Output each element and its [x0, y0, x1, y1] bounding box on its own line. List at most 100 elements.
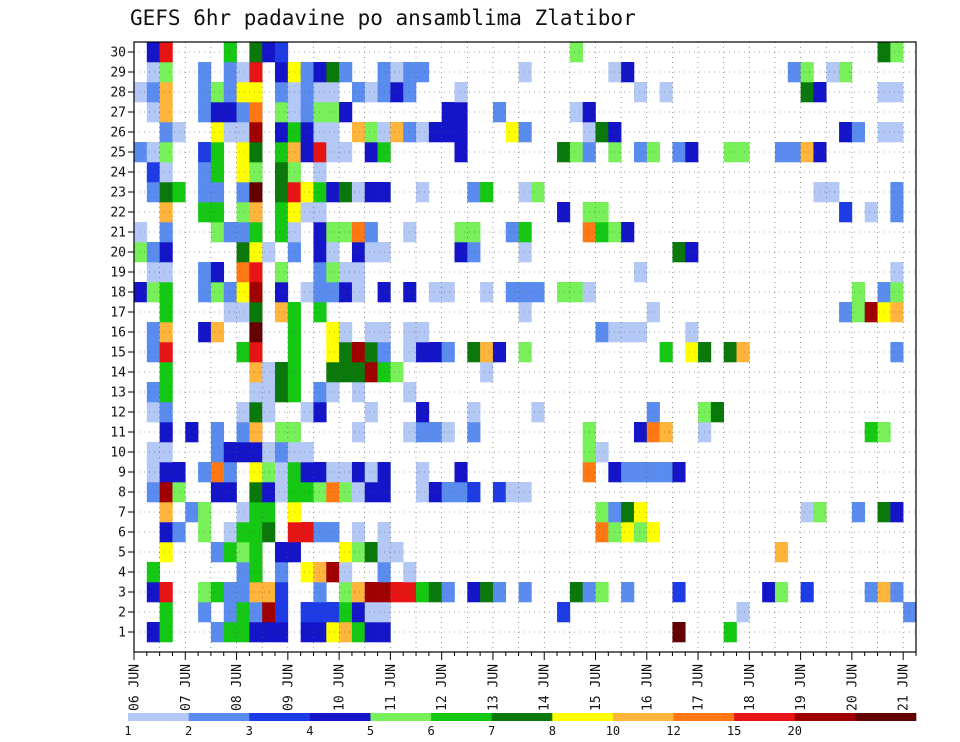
- heatmap-cell: [595, 502, 609, 523]
- heatmap-cell: [223, 462, 237, 483]
- heatmap-cell: [159, 82, 173, 103]
- heatmap-cell: [416, 422, 430, 443]
- heatmap-cell: [210, 442, 225, 463]
- heatmap-cell: [569, 102, 583, 123]
- heatmap-cell: [236, 102, 250, 123]
- heatmap-cell: [313, 142, 327, 163]
- heatmap-cell: [390, 122, 404, 143]
- heatmap-cell: [210, 182, 225, 203]
- heatmap-cell: [595, 122, 609, 143]
- heatmap-cell: [275, 302, 289, 323]
- heatmap-cell: [223, 102, 237, 123]
- heatmap-cell: [557, 202, 571, 223]
- heatmap-cell: [339, 102, 353, 123]
- heatmap-cell: [774, 142, 789, 163]
- colorbar-label: 2: [185, 724, 192, 738]
- heatmap-cell: [134, 282, 148, 303]
- heatmap-cell: [249, 502, 263, 523]
- heatmap-cell: [633, 82, 648, 103]
- heatmap-cell: [339, 622, 353, 643]
- heatmap-cell: [249, 562, 263, 583]
- x-tick-label: 20 JUN: [845, 664, 860, 711]
- heatmap-cell: [851, 302, 866, 323]
- heatmap-cell: [569, 282, 583, 303]
- heatmap-cell: [262, 482, 276, 503]
- y-tick-label: 13: [110, 386, 126, 401]
- heatmap-cell: [159, 582, 173, 603]
- heatmap-cell: [159, 442, 173, 463]
- heatmap-cell: [159, 422, 173, 443]
- heatmap-cell: [210, 202, 225, 223]
- heatmap-cell: [300, 82, 314, 103]
- heatmap-cell: [351, 182, 366, 203]
- heatmap-cell: [313, 222, 327, 243]
- heatmap-cell: [480, 182, 494, 203]
- x-tick-label: 13 JUN: [486, 664, 501, 711]
- colorbar-label: 15: [727, 724, 741, 738]
- y-tick-label: 30: [110, 46, 126, 61]
- heatmap-cell: [210, 162, 225, 183]
- heatmap-cell: [236, 182, 250, 203]
- colorbar-swatch: [249, 713, 311, 721]
- heatmap-cell: [390, 582, 404, 603]
- heatmap-cell: [672, 462, 686, 483]
- heatmap-cell: [800, 502, 814, 523]
- heatmap-cell: [339, 262, 353, 283]
- heatmap-cell: [146, 582, 160, 603]
- heatmap-cell: [249, 442, 263, 463]
- heatmap-cell: [890, 262, 904, 283]
- heatmap-cell: [364, 342, 378, 363]
- heatmap-cell: [275, 382, 289, 403]
- heatmap-cell: [210, 282, 225, 303]
- heatmap-cell: [249, 422, 263, 443]
- heatmap-cell: [774, 542, 789, 563]
- heatmap-cell: [685, 342, 699, 363]
- heatmap-cell: [890, 122, 904, 143]
- heatmap-cell: [351, 282, 366, 303]
- y-tick-label: 22: [110, 206, 126, 221]
- heatmap-cell: [262, 502, 276, 523]
- heatmap-cell: [339, 602, 353, 623]
- y-tick-label: 11: [110, 426, 126, 441]
- heatmap-cell: [159, 342, 173, 363]
- heatmap-cell: [249, 382, 263, 403]
- colorbar-swatch: [188, 713, 250, 721]
- heatmap-cell: [569, 42, 583, 63]
- heatmap-cell: [416, 62, 430, 83]
- heatmap-cell: [159, 522, 173, 543]
- heatmap-cell: [249, 42, 263, 63]
- heatmap-cell: [159, 142, 173, 163]
- heatmap-cell: [262, 462, 276, 483]
- heatmap-cell: [364, 82, 378, 103]
- y-tick-label: 21: [110, 226, 126, 241]
- y-tick-label: 8: [118, 486, 126, 501]
- heatmap-cell: [313, 382, 327, 403]
- heatmap-cell: [890, 502, 904, 523]
- heatmap-cell: [505, 282, 519, 303]
- heatmap-cell: [659, 422, 673, 443]
- heatmap-cell: [249, 622, 263, 643]
- heatmap-cell: [467, 482, 481, 503]
- heatmap-cell: [223, 82, 237, 103]
- heatmap-cell: [300, 562, 314, 583]
- heatmap-cell: [621, 62, 635, 83]
- heatmap-cell: [159, 162, 173, 183]
- heatmap-cell: [223, 542, 237, 563]
- heatmap-cell: [262, 402, 276, 423]
- heatmap-cell: [210, 622, 225, 643]
- heatmap-cell: [223, 522, 237, 543]
- heatmap-cell: [159, 402, 173, 423]
- heatmap-cell: [236, 302, 250, 323]
- heatmap-cell: [159, 202, 173, 223]
- heatmap-cell: [326, 482, 340, 503]
- heatmap-cell: [300, 442, 314, 463]
- heatmap-cell: [813, 142, 827, 163]
- heatmap-cell: [223, 442, 237, 463]
- heatmap-cell: [531, 402, 545, 423]
- x-tick-label: 19 JUN: [794, 664, 809, 711]
- heatmap-cell: [326, 382, 340, 403]
- heatmap-cell: [223, 122, 237, 143]
- heatmap-cell: [146, 442, 160, 463]
- heatmap-cell: [326, 182, 340, 203]
- heatmap-cell: [569, 142, 583, 163]
